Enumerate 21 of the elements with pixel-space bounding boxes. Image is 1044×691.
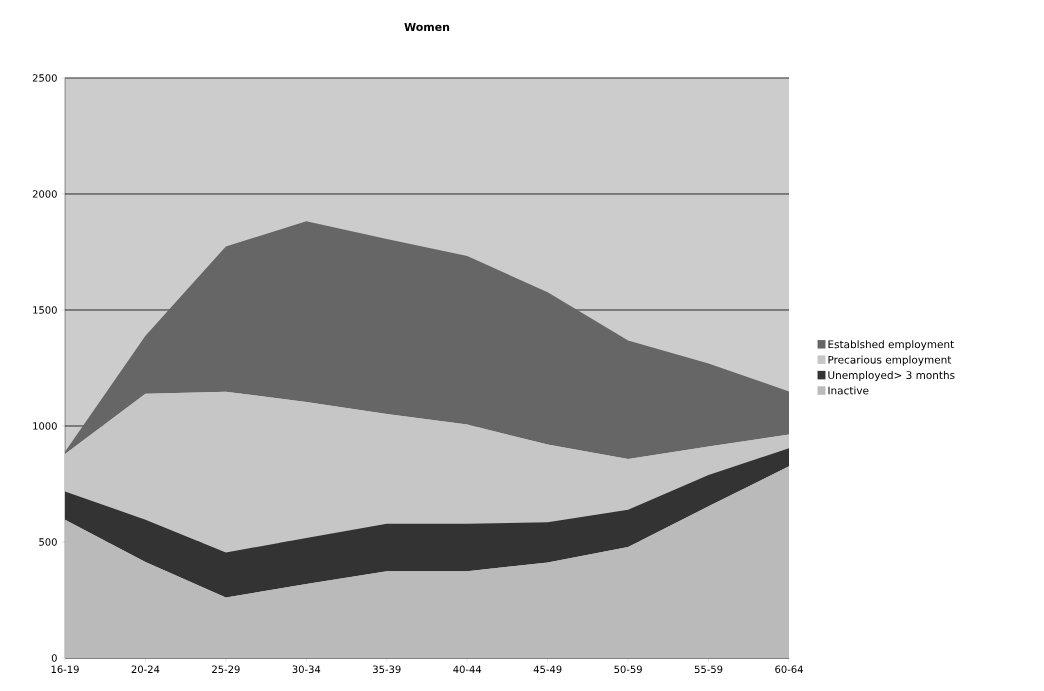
- y-tick-label: 0: [51, 654, 57, 662]
- x-tick-label: 30-34: [292, 665, 321, 674]
- legend-label: Inactive: [828, 386, 869, 395]
- x-tick-label: 50-59: [614, 665, 642, 674]
- x-tick-label: 16-19: [51, 665, 79, 674]
- y-tick-label: 2000: [32, 190, 57, 198]
- x-tick-label: 25-29: [212, 665, 240, 674]
- x-tick-label: 60-64: [775, 665, 803, 674]
- chart-title: Women: [404, 22, 450, 32]
- x-tick-label: 35-39: [373, 665, 401, 674]
- y-tick-label: 500: [39, 538, 57, 546]
- y-tick-label: 2500: [32, 74, 57, 82]
- legend-label: Precarious employment: [828, 355, 952, 366]
- x-tick-label: 55-59: [694, 665, 723, 674]
- y-tick-label: 1500: [33, 306, 57, 314]
- y-tick-label: 1000: [33, 422, 57, 430]
- x-tick-label: 20-24: [131, 665, 160, 674]
- legend-label: Unemployed> 3 months: [828, 370, 955, 382]
- x-tick-label: 45-49: [533, 665, 562, 674]
- x-tick-label: 40-44: [453, 665, 482, 674]
- legend-label: Establshed employment: [828, 340, 954, 351]
